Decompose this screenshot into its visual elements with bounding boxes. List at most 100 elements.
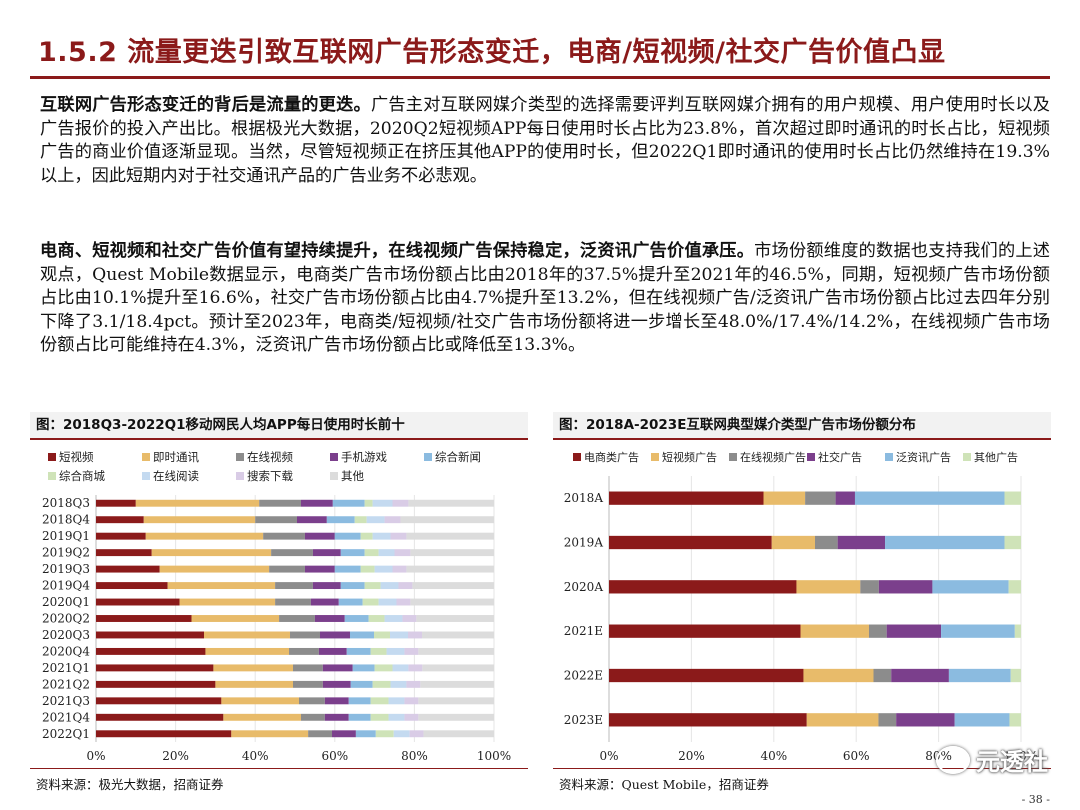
bar-2019Q4-综合商城 — [364, 582, 381, 590]
bar-2019Q2-在线阅读 — [378, 549, 395, 557]
legend-swatch-7 — [236, 472, 244, 480]
bar-2019Q1-其他 — [406, 532, 494, 540]
usage-time-bottom-rule — [30, 768, 528, 769]
bar-2019Q4-手机游戏 — [312, 582, 341, 590]
bar-2022Q1-手机游戏 — [332, 730, 356, 738]
bar-2018Q3-搜索下载 — [392, 499, 409, 507]
x-tick-label-1: 20% — [678, 749, 705, 763]
bar-2021Q3-搜索下载 — [404, 697, 419, 705]
bar-2020Q4-在线视频 — [289, 647, 319, 655]
x-tick-label-2: 40% — [242, 749, 269, 763]
bar-2020Q3-在线阅读 — [390, 631, 408, 639]
bar-2018A-其他广告 — [1004, 491, 1021, 505]
y-tick-label-2: 2020A — [564, 580, 604, 594]
legend-swatch-5 — [48, 472, 56, 480]
bar-2020Q1-即时通讯 — [179, 598, 276, 606]
bar-2018Q3-其他 — [408, 499, 494, 507]
bar-2019Q1-在线视频 — [263, 532, 305, 540]
bar-2021Q1-综合新闻 — [352, 664, 375, 672]
bar-2022Q1-综合商城 — [375, 730, 394, 738]
bar-2018Q4-搜索下载 — [384, 516, 401, 524]
legend-label-2: 在线视频广告 — [740, 450, 806, 464]
x-tick-label-2: 40% — [760, 749, 787, 763]
x-tick-label-3: 60% — [321, 749, 348, 763]
y-tick-label-3: 2021E — [564, 624, 603, 638]
bar-2021Q3-在线视频 — [298, 697, 325, 705]
bar-2019Q4-搜索下载 — [398, 582, 413, 590]
bar-2019Q4-综合新闻 — [340, 582, 365, 590]
bar-2019Q1-综合新闻 — [334, 532, 361, 540]
bar-2021Q4-在线阅读 — [388, 713, 405, 721]
bar-2020Q1-综合商城 — [362, 598, 379, 606]
legend-swatch-1 — [651, 453, 659, 461]
legend-label-5: 综合商城 — [59, 469, 105, 483]
bar-2020Q4-搜索下载 — [404, 647, 419, 655]
y-tick-label-1: 2019A — [564, 536, 604, 550]
bar-2020Q3-其他 — [422, 631, 494, 639]
y-tick-label-4: 2022E — [564, 669, 603, 683]
bar-2018Q4-在线视频 — [255, 516, 297, 524]
bar-2020Q1-其他 — [410, 598, 494, 606]
bar-2019Q3-其他 — [406, 565, 494, 573]
ad-share-bottom-rule — [553, 768, 1051, 769]
bar-2021Q1-搜索下载 — [408, 664, 423, 672]
bar-2020Q1-搜索下载 — [396, 598, 411, 606]
bar-2018Q4-手机游戏 — [296, 516, 327, 524]
bar-2022Q1-综合新闻 — [355, 730, 376, 738]
ad-share-title-rule — [553, 438, 1051, 440]
bar-2019A-社交广告 — [837, 535, 886, 550]
x-tick-label-5: 100% — [1004, 749, 1038, 763]
bar-2021E-其他广告 — [1014, 624, 1021, 638]
bar-2019Q4-在线阅读 — [380, 582, 399, 590]
legend-swatch-8 — [330, 472, 338, 480]
bar-2018A-泛资讯广告 — [854, 491, 1005, 505]
bar-2019Q2-搜索下载 — [394, 549, 411, 557]
bar-2020Q4-综合新闻 — [346, 647, 371, 655]
bar-2019A-其他广告 — [1004, 535, 1021, 550]
bar-2020Q3-搜索下载 — [408, 631, 422, 639]
bar-2019Q2-在线视频 — [271, 549, 313, 557]
x-tick-label-0: 0% — [86, 749, 105, 763]
bar-2019Q1-即时通讯 — [145, 532, 264, 540]
legend-label-7: 搜索下载 — [247, 469, 293, 483]
page-number: - 38 - — [1021, 793, 1050, 806]
bar-2021Q1-短视频 — [96, 664, 214, 672]
bar-2020A-社交广告 — [878, 580, 933, 594]
bar-2020A-泛资讯广告 — [932, 580, 1009, 594]
bar-2021Q1-即时通讯 — [213, 664, 294, 672]
bar-2022E-社交广告 — [891, 668, 949, 683]
bar-2023E-在线视频广告 — [878, 713, 897, 727]
y-tick-label-10: 2021Q1 — [42, 661, 90, 675]
title-divider — [30, 76, 1050, 79]
legend-label-1: 短视频广告 — [662, 450, 717, 464]
usage-time-panel: 图：2018Q3-2022Q1移动网民人均APP每日使用时长前十 短视频 即时通讯… — [30, 412, 528, 797]
bar-2020Q1-综合新闻 — [338, 598, 363, 606]
bar-2021Q2-在线视频 — [293, 680, 323, 688]
legend-swatch-0 — [48, 453, 56, 461]
bar-2021Q4-即时通讯 — [223, 713, 301, 721]
bar-2022E-电商类广告 — [609, 668, 804, 683]
bar-2021E-社交广告 — [886, 624, 942, 638]
bar-2018A-电商类广告 — [609, 491, 764, 505]
bar-2018Q3-短视频 — [96, 499, 136, 507]
bar-2020Q4-其他 — [418, 647, 494, 655]
x-tick-label-4: 80% — [401, 749, 428, 763]
paragraph-traffic-body: 广告主对互联网媒介类型的选择需要评判互联网媒介拥有的用户规模、用户使用时长以及广… — [40, 95, 1050, 186]
bar-2018A-社交广告 — [835, 491, 855, 505]
legend-label-3: 手机游戏 — [341, 450, 387, 464]
bar-2019Q2-短视频 — [96, 549, 152, 557]
bar-2021Q2-综合新闻 — [350, 680, 373, 688]
bar-2018Q4-短视频 — [96, 516, 144, 524]
usage-time-source: 资料来源：极光大数据，招商证券 — [36, 777, 224, 792]
bar-2019Q2-综合商城 — [364, 549, 379, 557]
y-tick-label-4: 2019Q3 — [42, 562, 90, 576]
y-tick-label-12: 2021Q3 — [42, 694, 90, 708]
bar-2018Q3-综合新闻 — [332, 499, 365, 507]
ad-share-chart-title: 图：2018A-2023E互联网典型媒介类型广告市场份额分布 — [553, 412, 1051, 438]
paragraph-market-share-lead: 电商、短视频和社交广告价值有望持续提升，在线视频广告保持稳定，泛资讯广告价值承压… — [40, 241, 755, 261]
bar-2021E-电商类广告 — [609, 624, 801, 638]
bar-2021Q4-搜索下载 — [404, 713, 419, 721]
bar-2019A-短视频广告 — [771, 535, 815, 550]
bar-2019Q2-手机游戏 — [312, 549, 341, 557]
bar-2021Q2-短视频 — [96, 680, 216, 688]
